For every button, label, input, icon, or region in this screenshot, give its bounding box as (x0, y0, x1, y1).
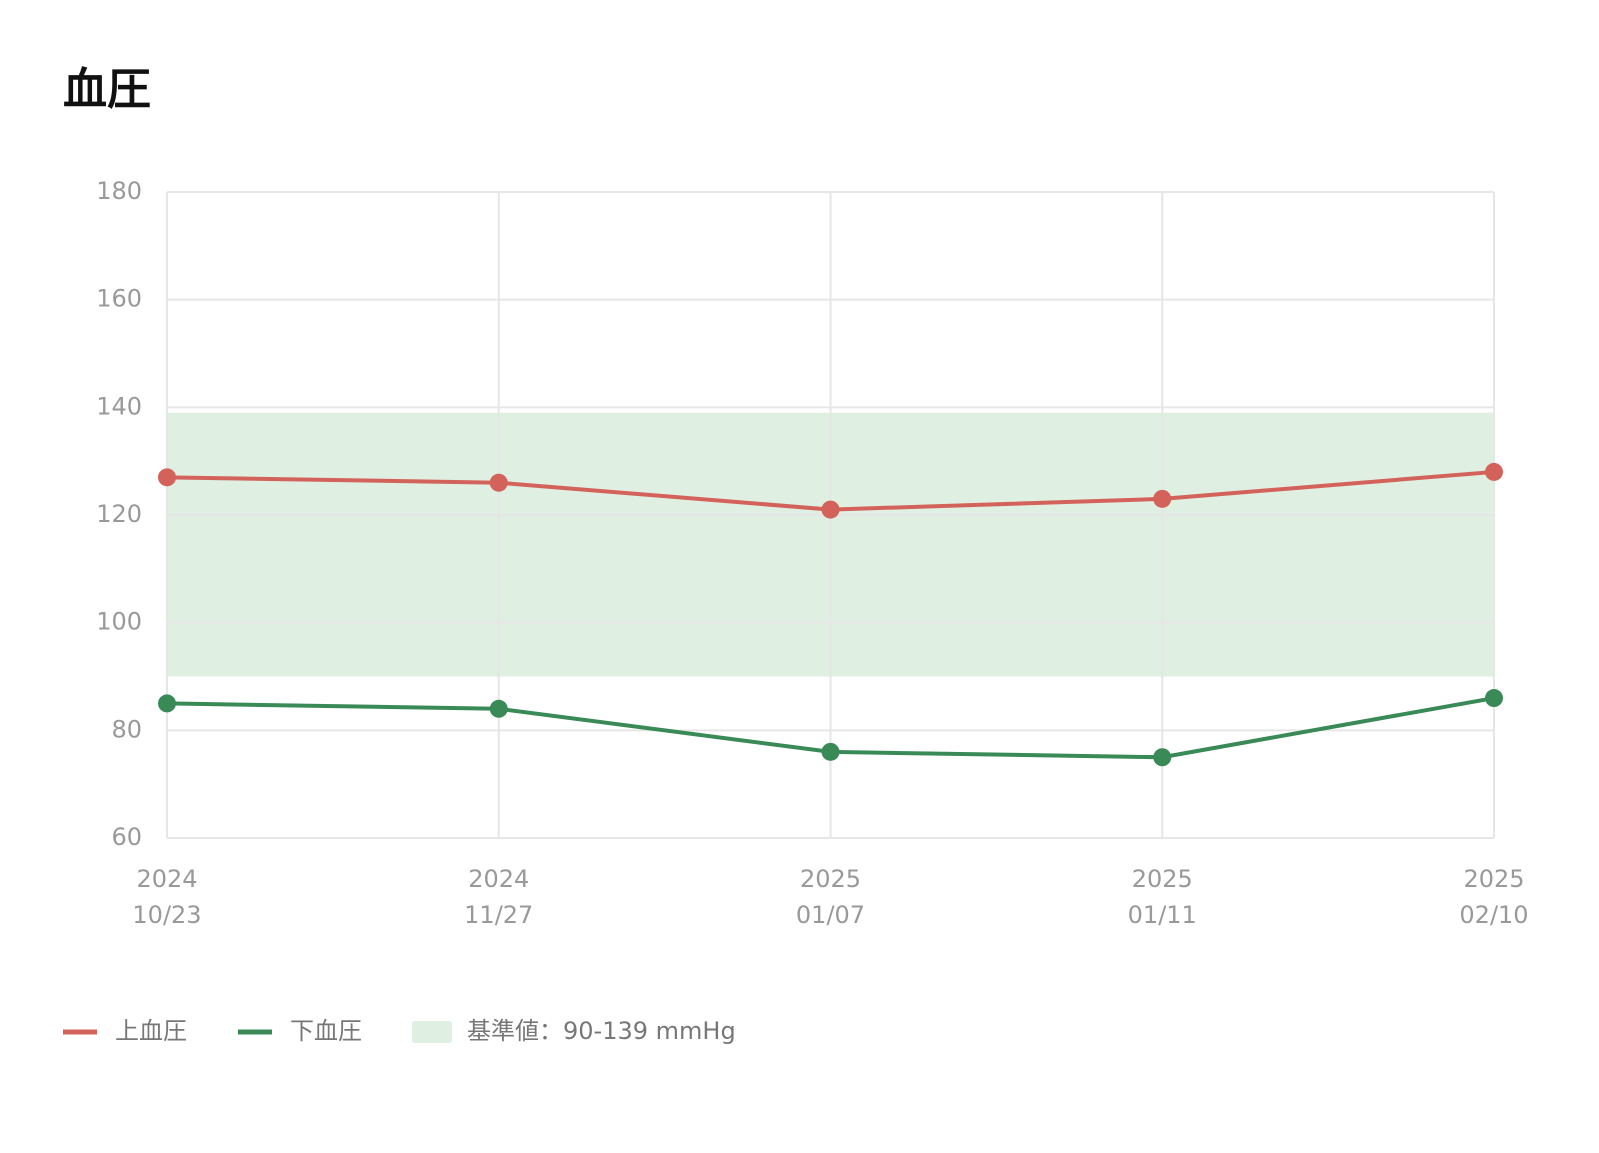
y-tick-label: 180 (96, 177, 142, 205)
x-tick-label: 10/23 (132, 901, 201, 929)
x-tick-label: 2024 (136, 865, 197, 893)
y-tick-label: 120 (96, 500, 142, 528)
x-tick-label: 2024 (468, 865, 529, 893)
y-tick-label: 60 (111, 823, 142, 851)
data-point (158, 694, 176, 713)
x-tick-label: 11/27 (464, 901, 533, 929)
y-tick-label: 100 (96, 608, 142, 636)
x-tick-label: 2025 (1463, 865, 1524, 893)
x-tick-label: 2025 (800, 865, 861, 893)
data-point (1153, 489, 1172, 508)
legend-label: 下血圧 (290, 1017, 362, 1045)
data-point (1485, 689, 1503, 708)
data-point (821, 500, 840, 519)
data-point (158, 468, 176, 487)
data-point (489, 473, 508, 492)
y-tick-label: 140 (96, 392, 142, 420)
x-tick-label: 2025 (1132, 865, 1193, 893)
data-point (1153, 748, 1172, 767)
y-tick-label: 80 (111, 715, 142, 743)
chart-title: 血圧 (63, 64, 151, 115)
y-tick-label: 160 (96, 285, 142, 313)
legend-label: 上血圧 (115, 1017, 187, 1045)
x-tick-label: 01/11 (1128, 901, 1197, 929)
x-tick-label: 01/07 (796, 901, 865, 929)
data-point (821, 742, 840, 761)
legend-label: 基準値：90-139 mmHg (467, 1017, 736, 1045)
legend-swatch (412, 1021, 452, 1043)
x-tick-label: 02/10 (1459, 901, 1528, 929)
data-point (1485, 462, 1503, 481)
data-point (489, 699, 508, 718)
